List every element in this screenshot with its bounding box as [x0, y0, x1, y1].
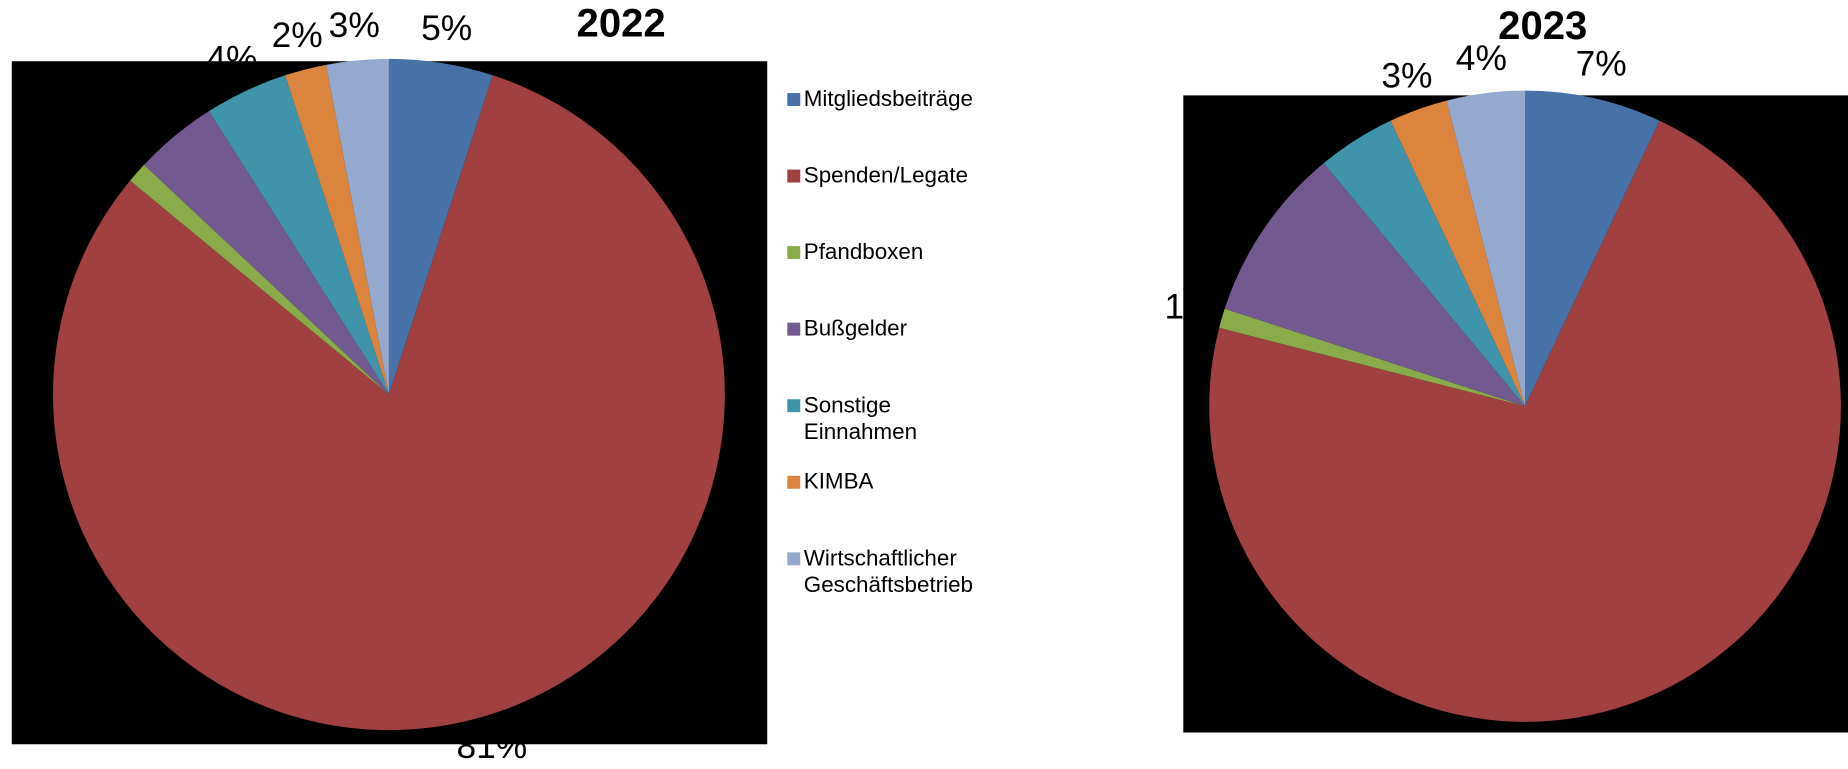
- legend-swatch: [787, 246, 801, 260]
- pie-slice: [1224, 163, 1526, 407]
- chart-title: 2023: [1498, 4, 1587, 48]
- legend-swatch: [787, 552, 801, 566]
- pie-slice: [1323, 120, 1526, 407]
- data-label: 7%: [1576, 44, 1627, 83]
- pie-slice: [144, 111, 389, 395]
- pie-slice: [53, 75, 725, 731]
- data-label: 2%: [272, 16, 323, 55]
- pie-slice: [1390, 100, 1526, 407]
- legend-swatch: [787, 322, 801, 336]
- legend-swatch: [787, 475, 801, 489]
- legend-swatch: [787, 93, 801, 106]
- legend-label: Spenden/Legate: [804, 163, 968, 188]
- legend-label: Pfandboxen: [804, 239, 923, 264]
- pie-slice: [388, 58, 493, 395]
- pie-slice: [1446, 90, 1526, 407]
- legend-label: Wirtschaftlicher Geschäftsbetrieb: [804, 545, 973, 597]
- legend-label: Sonstige Einnahmen: [804, 392, 917, 444]
- pie-slice: [1219, 308, 1526, 407]
- pie-slice: [325, 58, 389, 395]
- data-label: 4%: [1456, 39, 1507, 78]
- legend-swatch: [787, 169, 801, 183]
- legend-label: KIMBA: [804, 469, 874, 494]
- pie-slice: [208, 75, 389, 395]
- legend-label: Bußgelder: [804, 316, 908, 341]
- legend-swatch: [787, 399, 801, 413]
- pie-slice: [285, 64, 389, 395]
- pie-slice: [1525, 90, 1660, 407]
- data-label: 5%: [421, 9, 472, 48]
- data-label: 3%: [329, 6, 380, 45]
- legend-label: Mitgliedsbeiträge: [804, 86, 973, 111]
- chart-title: 2022: [577, 1, 666, 45]
- data-label: 3%: [1381, 57, 1432, 96]
- pie-slice: [130, 164, 389, 395]
- pie-slice: [1209, 120, 1841, 722]
